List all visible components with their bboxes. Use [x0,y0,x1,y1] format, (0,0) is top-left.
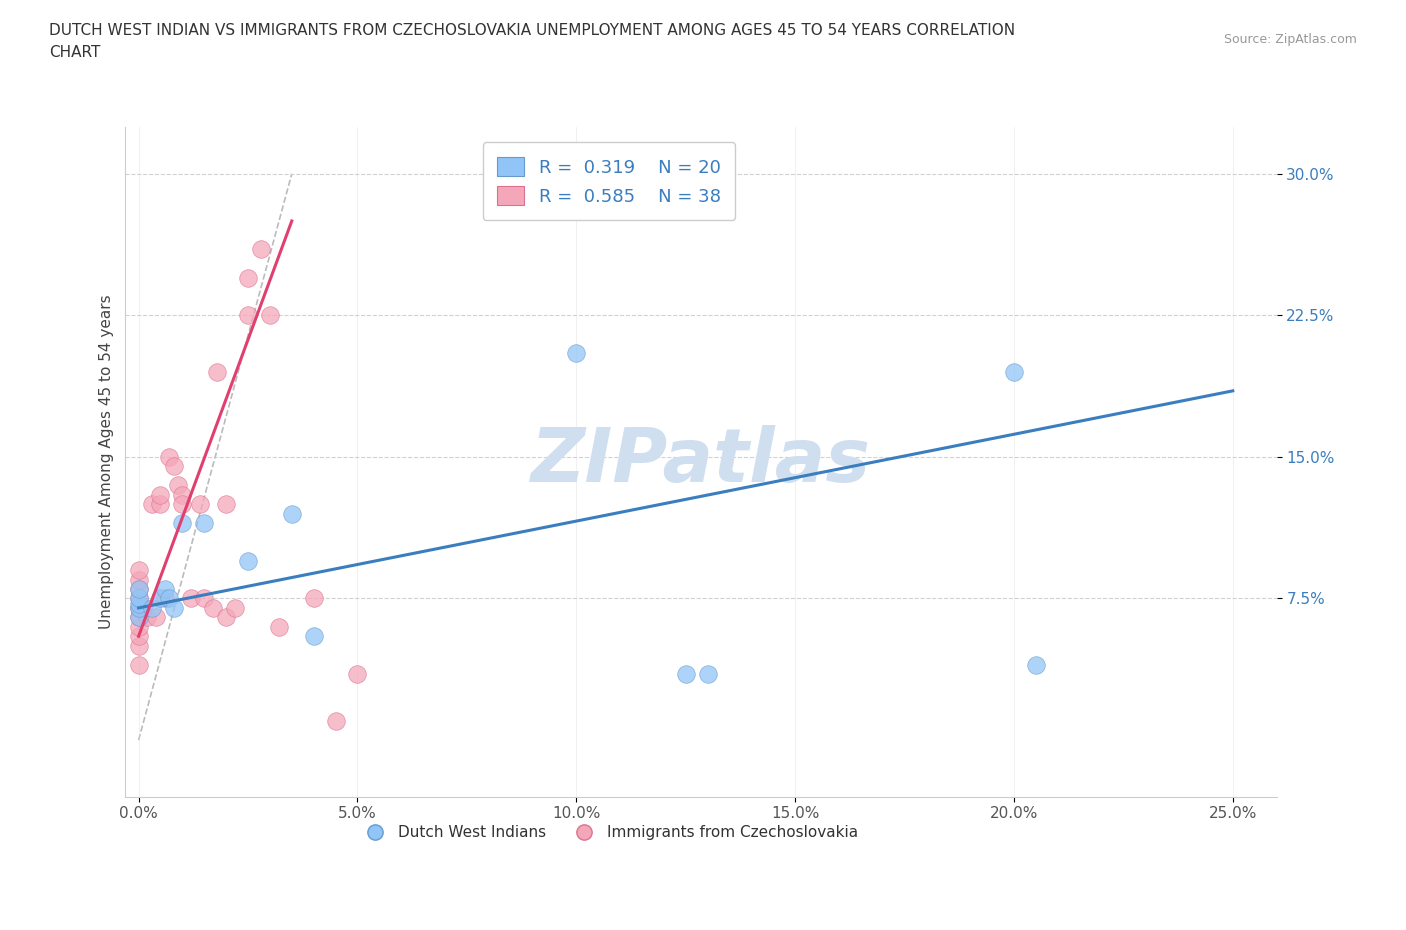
Point [128,591,150,606]
Point [128,619,150,634]
Point [201,601,224,616]
Point [193,515,215,530]
Point [128,601,150,616]
Point [167,478,190,493]
Point [565,346,588,361]
Point [172,497,194,512]
Point [157,591,180,606]
Point [215,497,238,512]
Point [1025,658,1047,672]
Point [128,572,150,587]
Point [346,667,368,682]
Point [281,506,304,521]
Point [149,497,172,512]
Point [149,487,172,502]
Point [128,591,150,606]
Point [180,591,202,606]
Point [128,581,150,596]
Point [236,308,259,323]
Point [141,497,163,512]
Point [250,242,273,257]
Point [141,601,163,616]
Point [1002,365,1025,379]
Point [236,270,259,285]
Point [236,553,259,568]
Point [145,610,167,625]
Point [188,497,211,512]
Point [128,629,150,644]
Point [207,365,229,379]
Point [172,487,194,502]
Point [215,610,238,625]
Point [696,667,718,682]
Point [128,563,150,578]
Point [267,619,290,634]
Y-axis label: Unemployment Among Ages 45 to 54 years: Unemployment Among Ages 45 to 54 years [100,294,114,629]
Point [302,591,325,606]
Point [153,581,176,596]
Point [675,667,697,682]
Point [172,515,194,530]
Point [128,610,150,625]
Legend: Dutch West Indians, Immigrants from Czechoslovakia: Dutch West Indians, Immigrants from Czec… [353,818,865,846]
Point [132,601,155,616]
Point [153,591,176,606]
Point [193,591,215,606]
Point [128,610,150,625]
Point [128,597,150,612]
Text: ZIPatlas: ZIPatlas [531,425,870,498]
Point [224,601,246,616]
Point [325,713,347,728]
Point [136,610,159,625]
Point [128,658,150,672]
Point [128,581,150,596]
Point [157,449,180,464]
Point [162,458,184,473]
Point [128,638,150,653]
Point [302,629,325,644]
Point [128,601,150,616]
Text: Source: ZipAtlas.com: Source: ZipAtlas.com [1223,33,1357,46]
Text: DUTCH WEST INDIAN VS IMMIGRANTS FROM CZECHOSLOVAKIA UNEMPLOYMENT AMONG AGES 45 T: DUTCH WEST INDIAN VS IMMIGRANTS FROM CZE… [49,23,1015,60]
Point [162,601,184,616]
Point [259,308,281,323]
Point [149,591,172,606]
